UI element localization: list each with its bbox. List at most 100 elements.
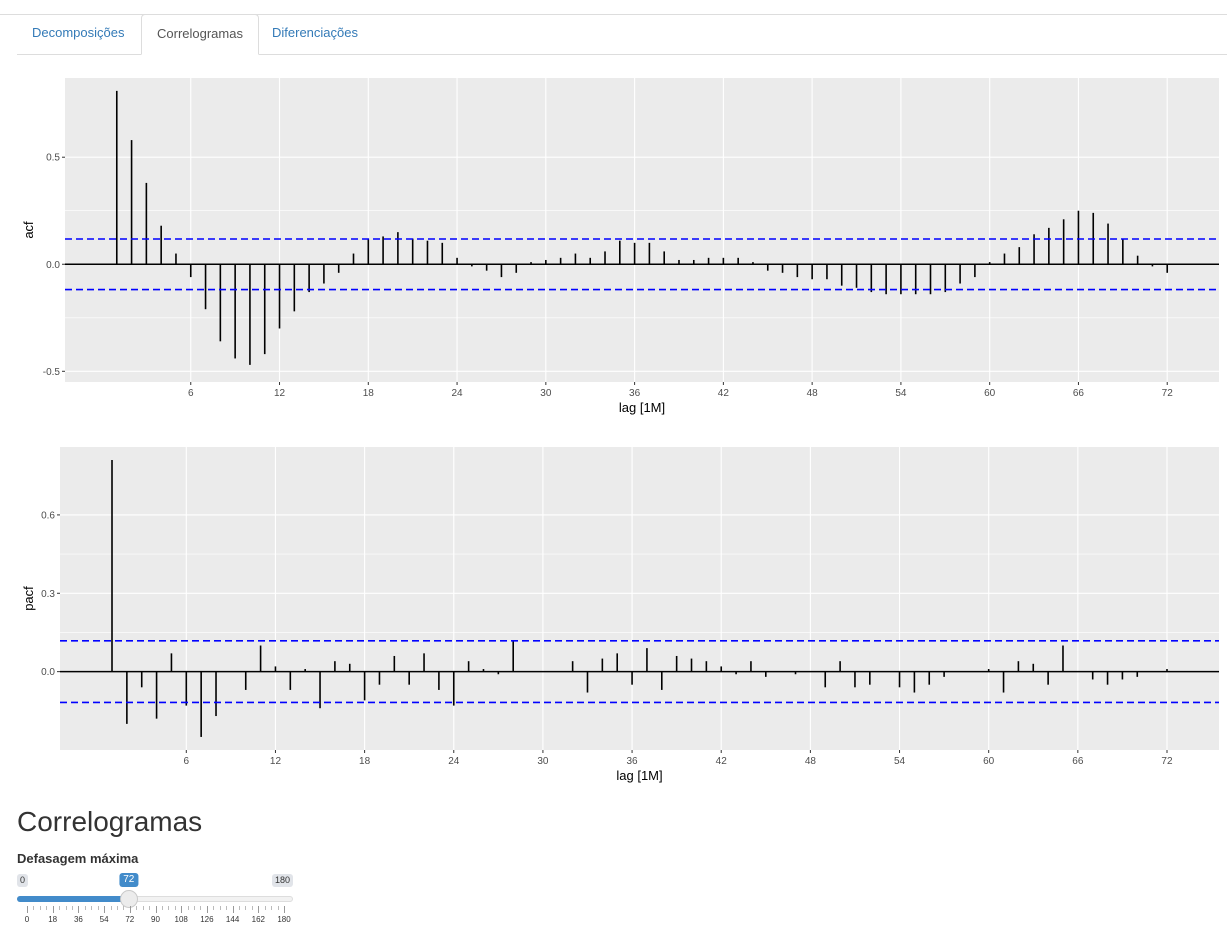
slider-grid-minor-tick — [239, 906, 241, 910]
x-tick-label: 36 — [627, 756, 639, 767]
x-tick-label: 60 — [983, 756, 995, 767]
slider-grid-minor-tick — [194, 906, 196, 910]
slider-grid-tick — [181, 906, 183, 913]
slider-grid-minor-tick — [71, 906, 73, 910]
slider-grid-label: 144 — [225, 915, 240, 924]
slider-grid-label: 54 — [99, 915, 109, 924]
slider-grid-label: 0 — [24, 915, 30, 924]
slider-fill — [17, 896, 129, 902]
slider-grid-label: 36 — [73, 915, 83, 924]
slider-grid-label: 126 — [200, 915, 214, 924]
x-tick-label: 48 — [807, 388, 819, 399]
x-tick-label: 72 — [1162, 388, 1174, 399]
slider-grid-minor-tick — [65, 906, 67, 910]
plot-panel — [65, 78, 1219, 382]
slider-grid-minor-tick — [168, 906, 170, 910]
x-tick-label: 30 — [540, 388, 552, 399]
slider-grid-minor-tick — [116, 906, 118, 910]
y-axis-title: acf — [21, 221, 36, 239]
slider-min-label: 0 — [17, 874, 29, 887]
slider-grid-minor-tick — [187, 906, 189, 910]
x-tick-label: 66 — [1073, 388, 1085, 399]
y-tick-label: 0.3 — [41, 589, 55, 600]
x-tick-label: 30 — [537, 756, 549, 767]
slider-grid-tick — [258, 906, 260, 913]
x-tick-label: 12 — [270, 756, 282, 767]
x-tick-label: 18 — [363, 388, 375, 399]
slider-grid-minor-tick — [174, 906, 176, 910]
tab-decomposicoes[interactable]: Decomposições — [32, 25, 125, 40]
x-axis-title: lag [1M] — [616, 768, 662, 783]
slider-grid-minor-tick — [251, 906, 253, 910]
tab-correlogramas[interactable]: Correlogramas — [141, 14, 259, 55]
slider-label: Defasagem máxima — [17, 851, 139, 866]
slider-handle[interactable] — [119, 890, 138, 908]
top-border — [0, 14, 1227, 15]
acf-chart: -0.5 0.0 0.5 6 12 18 24 30 36 42 48 54 60 66 72 lag [1M… — [21, 78, 1219, 415]
x-tick-label: 42 — [718, 388, 730, 399]
slider-grid-label: 18 — [48, 915, 58, 924]
slider-grid-tick — [284, 906, 285, 913]
slider-grid-tick — [27, 906, 28, 913]
x-tick-label: 6 — [184, 756, 190, 767]
x-tick-label: 60 — [984, 388, 996, 399]
tab-diferenciacoes[interactable]: Diferenciações — [272, 25, 358, 40]
x-tick-label: 42 — [716, 756, 728, 767]
slider-grid-tick — [129, 906, 131, 913]
y-tick-label: 0.0 — [41, 667, 55, 678]
x-tick-label: 24 — [448, 756, 460, 767]
x-tick-label: 12 — [274, 388, 286, 399]
slider-value-label: 72 — [119, 873, 139, 887]
slider-grid-minor-tick — [97, 906, 99, 910]
y-tick-label: 0.5 — [46, 153, 60, 164]
y-tick-label: 0.0 — [46, 260, 60, 271]
section-title: Correlogramas — [17, 806, 203, 837]
x-tick-label: 54 — [894, 756, 906, 767]
slider-grid-minor-tick — [123, 906, 125, 910]
slider-grid-minor-tick — [161, 906, 163, 910]
y-tick-label: 0.6 — [41, 510, 55, 521]
slider-grid-minor-tick — [264, 906, 266, 910]
slider-grid-minor-tick — [110, 906, 112, 910]
y-tick-label: -0.5 — [43, 367, 61, 378]
slider-grid-label: 180 — [277, 915, 291, 924]
x-tick-label: 24 — [452, 388, 464, 399]
max-lag-slider[interactable]: 0 180 72 0 18 36 54 72 90 108 126 144 162 180 — [17, 872, 297, 932]
slider-grid-minor-tick — [271, 906, 273, 910]
slider-grid-minor-tick — [136, 906, 138, 910]
x-tick-label: 66 — [1072, 756, 1084, 767]
x-tick-label: 6 — [188, 388, 194, 399]
x-axis-title: lag [1M] — [619, 400, 665, 415]
slider-grid-minor-tick — [91, 906, 93, 910]
x-tick-label: 54 — [895, 388, 907, 399]
slider-grid-tick — [52, 906, 54, 913]
slider-grid-minor-tick — [59, 906, 61, 910]
slider-grid-minor-tick — [219, 906, 221, 910]
slider-grid-tick — [206, 906, 208, 913]
slider-grid-minor-tick — [245, 906, 247, 910]
slider-grid-minor-tick — [39, 906, 41, 910]
slider-grid-minor-tick — [46, 906, 48, 910]
slider-grid-tick — [232, 906, 234, 913]
slider-grid-label: 90 — [151, 915, 160, 924]
slider-grid-tick — [78, 906, 80, 913]
slider-grid-minor-tick — [33, 906, 35, 910]
slider-grid-minor-tick — [84, 906, 86, 910]
slider-grid-label: 108 — [174, 915, 188, 924]
slider-grid-tick — [104, 906, 106, 913]
x-tick-label: 72 — [1161, 756, 1173, 767]
slider-grid-minor-tick — [277, 906, 279, 910]
slider-grid-minor-tick — [213, 906, 215, 910]
y-axis-title: pacf — [21, 586, 36, 611]
slider-grid-minor-tick — [142, 906, 144, 910]
slider-grid-minor-tick — [226, 906, 228, 910]
slider-grid-label: 162 — [251, 915, 265, 924]
x-tick-label: 36 — [629, 388, 641, 399]
slider-grid: 0 18 36 54 72 90 108 126 144 162 180 — [17, 906, 293, 926]
slider-max-label: 180 — [271, 874, 293, 887]
slider-grid-minor-tick — [200, 906, 202, 910]
tab-bar: Decomposições Correlogramas Diferenciaçõ… — [17, 14, 1227, 55]
slider-grid-minor-tick — [149, 906, 151, 910]
x-tick-label: 48 — [805, 756, 817, 767]
pacf-chart: 0.0 0.3 0.6 6 12 18 24 30 36 42 48 54 60 66 72 lag [1M]… — [21, 447, 1219, 783]
